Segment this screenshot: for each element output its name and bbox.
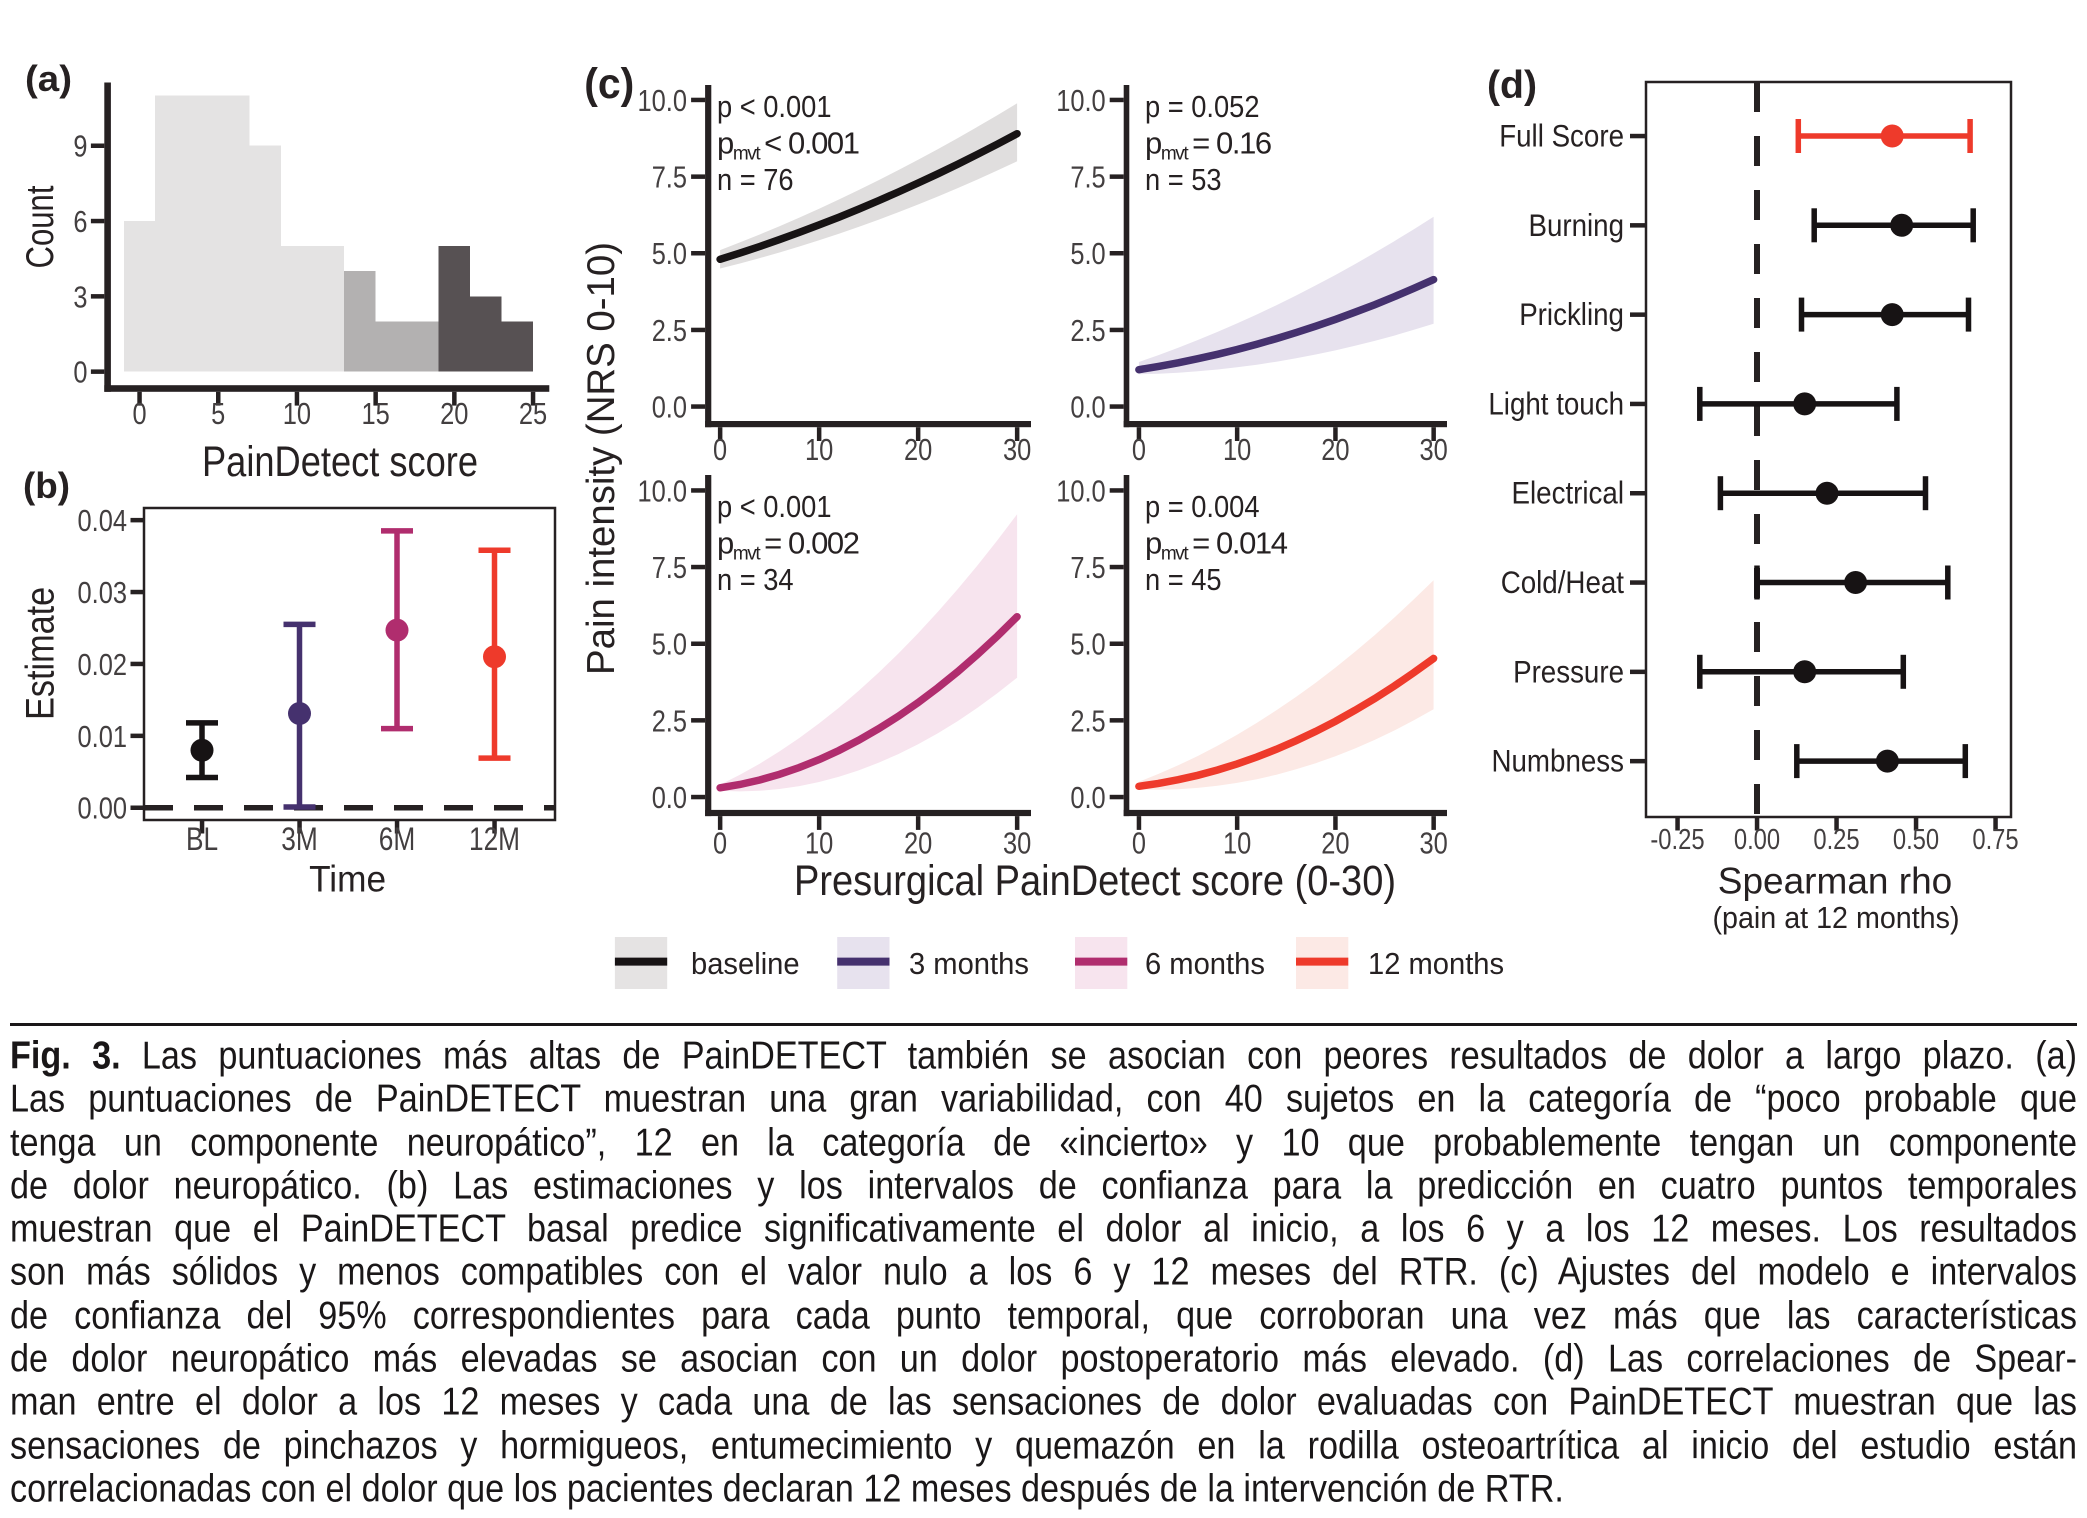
svg-text:Count: Count bbox=[19, 185, 62, 268]
svg-text:(c): (c) bbox=[584, 60, 634, 108]
svg-text:10.0: 10.0 bbox=[638, 83, 688, 118]
svg-text:n = 34: n = 34 bbox=[717, 562, 794, 597]
svg-text:(d): (d) bbox=[1487, 64, 1537, 107]
svg-text:Cold/Heat: Cold/Heat bbox=[1501, 564, 1625, 600]
svg-text:0.0: 0.0 bbox=[1070, 780, 1105, 815]
svg-text:0.03: 0.03 bbox=[78, 575, 128, 610]
svg-text:0.0: 0.0 bbox=[652, 780, 687, 815]
svg-text:15: 15 bbox=[361, 396, 389, 431]
svg-text:10.0: 10.0 bbox=[1056, 473, 1106, 508]
svg-text:Estimate: Estimate bbox=[19, 587, 63, 720]
svg-text:0: 0 bbox=[1132, 825, 1146, 860]
svg-text:30: 30 bbox=[1003, 432, 1031, 467]
svg-text:10: 10 bbox=[283, 396, 311, 431]
svg-text:PainDetect score: PainDetect score bbox=[202, 438, 478, 486]
svg-text:10.0: 10.0 bbox=[1056, 83, 1106, 118]
svg-text:Pain intensity (NRS 0-10): Pain intensity (NRS 0-10) bbox=[580, 242, 623, 675]
svg-text:p < 0.001: p < 0.001 bbox=[717, 89, 832, 124]
svg-text:30: 30 bbox=[1003, 825, 1031, 860]
svg-text:25: 25 bbox=[519, 396, 547, 431]
svg-text:Spearman rho: Spearman rho bbox=[1718, 861, 1952, 902]
svg-text:BL: BL bbox=[186, 821, 218, 857]
svg-text:Electrical: Electrical bbox=[1512, 475, 1625, 511]
svg-text:10: 10 bbox=[805, 825, 833, 860]
svg-text:0: 0 bbox=[713, 432, 727, 467]
svg-text:5.0: 5.0 bbox=[652, 627, 687, 662]
svg-text:2.5: 2.5 bbox=[1070, 703, 1105, 738]
svg-text:baseline: baseline bbox=[691, 946, 800, 981]
svg-text:6M: 6M bbox=[379, 821, 416, 857]
svg-text:10: 10 bbox=[805, 432, 833, 467]
svg-text:0: 0 bbox=[132, 396, 146, 431]
svg-text:6 months: 6 months bbox=[1145, 946, 1265, 981]
svg-text:Numbness: Numbness bbox=[1492, 743, 1625, 779]
svg-text:30: 30 bbox=[1419, 432, 1447, 467]
svg-text:-0.25: -0.25 bbox=[1650, 824, 1704, 856]
svg-text:12M: 12M bbox=[469, 821, 520, 857]
svg-text:10: 10 bbox=[1223, 432, 1251, 467]
svg-text:2.5: 2.5 bbox=[1070, 313, 1105, 348]
svg-text:pmvt = 0.014: pmvt = 0.014 bbox=[1145, 526, 1288, 565]
svg-text:pmvt = 0.16: pmvt = 0.16 bbox=[1145, 126, 1271, 165]
svg-text:p = 0.052: p = 0.052 bbox=[1145, 89, 1260, 124]
svg-text:Prickling: Prickling bbox=[1519, 296, 1624, 332]
svg-text:(b): (b) bbox=[23, 465, 70, 506]
svg-text:10.0: 10.0 bbox=[638, 473, 688, 508]
svg-text:30: 30 bbox=[1419, 825, 1447, 860]
svg-text:Burning: Burning bbox=[1529, 207, 1625, 243]
svg-text:p = 0.004: p = 0.004 bbox=[1145, 489, 1260, 524]
svg-text:20: 20 bbox=[1321, 825, 1349, 860]
svg-text:7.5: 7.5 bbox=[652, 550, 687, 585]
svg-text:0.0: 0.0 bbox=[652, 390, 687, 425]
svg-text:pmvt < 0.001: pmvt < 0.001 bbox=[717, 126, 859, 165]
svg-text:10: 10 bbox=[1223, 825, 1251, 860]
svg-text:Light touch: Light touch bbox=[1488, 385, 1624, 421]
svg-text:2.5: 2.5 bbox=[652, 313, 687, 348]
svg-text:3 months: 3 months bbox=[909, 946, 1029, 981]
svg-text:9: 9 bbox=[73, 129, 87, 164]
svg-text:Pressure: Pressure bbox=[1513, 653, 1624, 689]
svg-text:3M: 3M bbox=[281, 821, 318, 857]
svg-text:5: 5 bbox=[211, 396, 225, 431]
svg-text:7.5: 7.5 bbox=[1070, 160, 1105, 195]
svg-text:0.00: 0.00 bbox=[1734, 824, 1780, 856]
svg-text:n = 76: n = 76 bbox=[717, 162, 794, 197]
svg-text:20: 20 bbox=[440, 396, 468, 431]
svg-text:Presurgical PainDetect score (: Presurgical PainDetect score (0-30) bbox=[794, 858, 1396, 905]
svg-text:0.50: 0.50 bbox=[1893, 824, 1939, 856]
svg-text:20: 20 bbox=[904, 432, 932, 467]
svg-text:7.5: 7.5 bbox=[1070, 550, 1105, 585]
svg-text:20: 20 bbox=[904, 825, 932, 860]
svg-text:0.75: 0.75 bbox=[1972, 824, 2018, 856]
svg-text:(pain at 12 months): (pain at 12 months) bbox=[1713, 901, 1960, 935]
svg-text:n = 53: n = 53 bbox=[1145, 162, 1222, 197]
svg-text:20: 20 bbox=[1321, 432, 1349, 467]
svg-text:Full Score: Full Score bbox=[1499, 118, 1624, 154]
svg-text:0.02: 0.02 bbox=[78, 647, 128, 682]
svg-text:5.0: 5.0 bbox=[1070, 236, 1105, 271]
svg-text:p < 0.001: p < 0.001 bbox=[717, 489, 832, 524]
svg-text:12 months: 12 months bbox=[1368, 946, 1504, 981]
svg-text:0: 0 bbox=[713, 825, 727, 860]
svg-text:(a): (a) bbox=[25, 58, 72, 99]
svg-text:0.00: 0.00 bbox=[78, 791, 128, 826]
svg-text:0: 0 bbox=[73, 355, 87, 390]
svg-text:5.0: 5.0 bbox=[652, 236, 687, 271]
svg-text:6: 6 bbox=[73, 204, 87, 239]
svg-text:0.01: 0.01 bbox=[78, 719, 128, 754]
svg-text:0.25: 0.25 bbox=[1813, 824, 1859, 856]
svg-text:3: 3 bbox=[73, 279, 87, 314]
svg-text:0: 0 bbox=[1132, 432, 1146, 467]
svg-text:pmvt = 0.002: pmvt = 0.002 bbox=[717, 526, 859, 565]
svg-text:Time: Time bbox=[309, 859, 386, 900]
svg-text:2.5: 2.5 bbox=[652, 703, 687, 738]
svg-text:0.0: 0.0 bbox=[1070, 390, 1105, 425]
svg-text:n = 45: n = 45 bbox=[1145, 562, 1222, 597]
svg-text:7.5: 7.5 bbox=[652, 160, 687, 195]
svg-text:5.0: 5.0 bbox=[1070, 627, 1105, 662]
svg-text:0.04: 0.04 bbox=[78, 503, 128, 538]
